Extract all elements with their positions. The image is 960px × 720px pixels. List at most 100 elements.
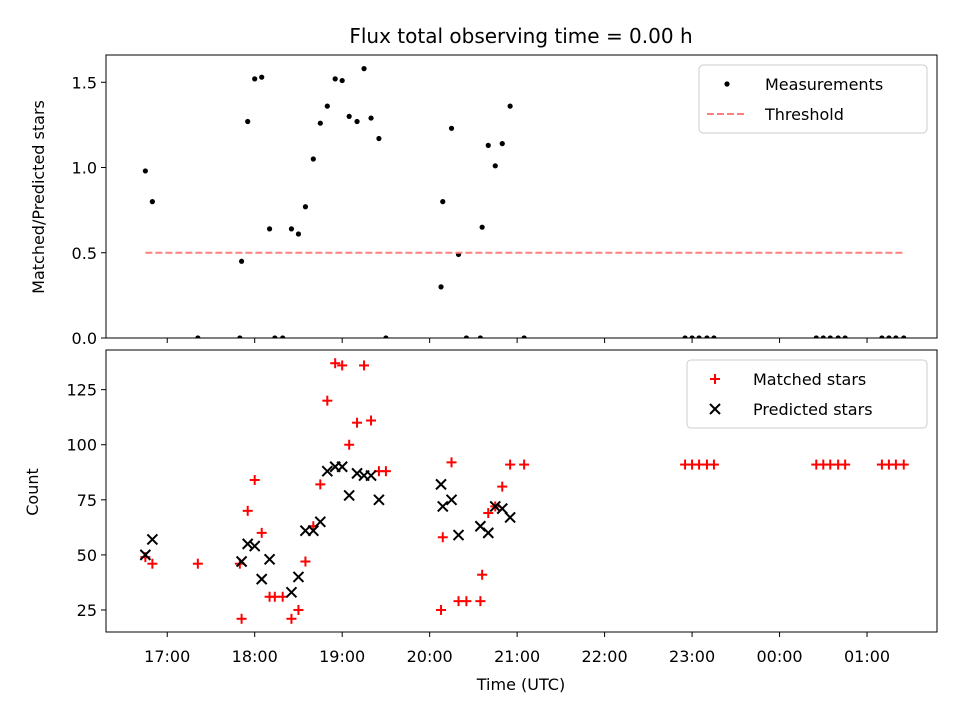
x-tick-label: 19:00 bbox=[319, 647, 365, 666]
matched-star-point bbox=[256, 527, 267, 538]
top-plot-area bbox=[142, 66, 907, 338]
measurement-point bbox=[521, 335, 527, 338]
measurement-point bbox=[827, 335, 833, 338]
x-tick-label: 22:00 bbox=[582, 647, 628, 666]
matched-star-point bbox=[436, 604, 447, 615]
measurement-point bbox=[245, 118, 251, 125]
top-y-tick-label: 0.5 bbox=[72, 244, 97, 263]
top-legend: Measurements Threshold bbox=[698, 64, 928, 134]
measurement-point bbox=[879, 335, 885, 338]
x-tick-label: 01:00 bbox=[844, 647, 890, 666]
measurement-point bbox=[272, 335, 278, 338]
matched-star-point bbox=[840, 459, 851, 470]
measurement-point bbox=[704, 335, 710, 338]
measurement-point bbox=[463, 335, 469, 338]
measurement-point bbox=[507, 103, 513, 109]
top-axes-frame bbox=[105, 54, 938, 339]
measurement-point bbox=[310, 156, 316, 162]
legend-label: Matched stars bbox=[753, 370, 866, 389]
measurement-point bbox=[259, 74, 265, 80]
measurement-point bbox=[295, 231, 302, 237]
measurement-point bbox=[893, 335, 899, 338]
matched-star-point bbox=[286, 613, 297, 624]
measurement-point bbox=[142, 168, 148, 174]
measurement-point bbox=[383, 335, 389, 338]
predicted-star-point bbox=[435, 478, 447, 491]
chart-title: Flux total observing time = 0.00 h bbox=[349, 24, 692, 48]
predicted-star-point bbox=[263, 553, 276, 566]
measurement-point bbox=[886, 335, 892, 338]
predicted-star-point bbox=[285, 586, 298, 599]
measurement-point bbox=[368, 115, 374, 121]
predicted-star-point bbox=[321, 465, 334, 477]
measurement-point bbox=[354, 118, 360, 125]
measurement-point bbox=[901, 335, 907, 338]
x-tick-label: 18:00 bbox=[232, 647, 278, 666]
predicted-star-point bbox=[248, 540, 261, 552]
measurement-point bbox=[361, 66, 367, 72]
matched-star-point bbox=[315, 479, 326, 490]
matched-star-point bbox=[708, 459, 719, 470]
matched-star-point bbox=[300, 556, 311, 567]
measurement-point bbox=[477, 335, 483, 338]
measurement-point bbox=[252, 76, 258, 82]
matched-star-point bbox=[437, 532, 448, 543]
matched-star-point bbox=[242, 505, 253, 516]
predicted-star-point bbox=[373, 494, 385, 506]
matched-star-point bbox=[236, 613, 247, 624]
x-tick-label: 23:00 bbox=[669, 647, 715, 666]
matched-star-point bbox=[330, 358, 341, 369]
predicted-star-point bbox=[146, 533, 159, 546]
measurement-point bbox=[149, 199, 155, 205]
predicted-star-point bbox=[292, 571, 305, 583]
matched-star-point bbox=[505, 459, 516, 470]
matched-star-point bbox=[380, 466, 391, 477]
matched-star-point bbox=[475, 596, 486, 607]
measurement-point bbox=[438, 284, 444, 290]
matched-star-point bbox=[898, 459, 909, 470]
legend-label: Measurements bbox=[765, 75, 883, 94]
bottom-y-tick-label: 100 bbox=[66, 436, 97, 455]
measurement-point bbox=[696, 335, 702, 338]
legend-plus-marker bbox=[710, 374, 720, 384]
measurement-point bbox=[237, 335, 243, 338]
matched-star-point bbox=[322, 395, 333, 406]
measurement-point bbox=[339, 77, 345, 84]
predicted-star-point bbox=[307, 524, 320, 537]
matched-star-point bbox=[344, 439, 355, 450]
measurement-point bbox=[492, 163, 498, 169]
legend-dot-marker bbox=[724, 81, 730, 87]
matched-star-point bbox=[352, 417, 363, 428]
x-tick-label: 17:00 bbox=[144, 647, 190, 666]
bottom-legend-box bbox=[686, 359, 928, 429]
predicted-star-point bbox=[255, 573, 268, 585]
top-y-tick-label: 1.0 bbox=[72, 159, 97, 178]
bottom-axes-frame bbox=[105, 349, 938, 633]
top-y-tick-label: 1.5 bbox=[72, 73, 97, 92]
predicted-star-point bbox=[496, 502, 508, 515]
matched-star-point bbox=[337, 360, 348, 371]
bottom-plot-area bbox=[139, 358, 909, 624]
matched-star-point bbox=[497, 481, 508, 492]
measurement-point bbox=[711, 335, 717, 338]
predicted-star-point bbox=[437, 500, 449, 513]
matched-star-point bbox=[249, 474, 260, 485]
measurement-point bbox=[288, 226, 295, 232]
matched-star-point bbox=[461, 596, 472, 607]
measurement-point bbox=[346, 113, 352, 119]
predicted-star-point bbox=[482, 527, 494, 539]
predicted-star-point bbox=[242, 538, 254, 550]
matched-star-point bbox=[293, 604, 304, 615]
predicted-star-point bbox=[445, 494, 458, 506]
x-axis-label: Time (UTC) bbox=[476, 675, 565, 694]
measurement-point bbox=[440, 199, 446, 205]
measurement-point bbox=[813, 335, 819, 338]
measurement-point bbox=[682, 335, 688, 338]
measurement-point bbox=[842, 335, 848, 338]
bottom-y-tick-label: 50 bbox=[77, 546, 97, 565]
legend-label: Threshold bbox=[764, 105, 844, 124]
predicted-star-point bbox=[139, 549, 152, 561]
measurement-point bbox=[820, 335, 826, 338]
matched-star-point bbox=[483, 508, 494, 519]
measurement-point bbox=[376, 135, 382, 142]
